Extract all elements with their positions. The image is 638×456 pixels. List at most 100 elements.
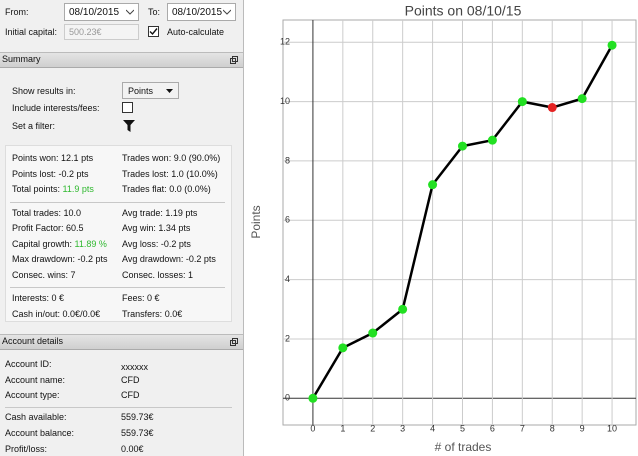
data-point (547, 103, 557, 113)
stat-label: Consec. wins: (12, 269, 69, 280)
capital-input[interactable]: 500.23€ (64, 24, 139, 40)
show-value: Points (128, 86, 154, 96)
summary-header: Summary (0, 52, 243, 68)
y-tick-label: 6 (285, 215, 290, 225)
stat-value: -0.2 pts (185, 254, 216, 264)
y-tick-label: 10 (280, 96, 290, 106)
data-point (487, 135, 497, 145)
data-point (398, 304, 408, 314)
stat-left: Cash in/out: 0.0€/0.0€ (12, 309, 100, 320)
from-date-input[interactable]: 08/10/2015 (64, 3, 139, 21)
account-label: Cash available: (5, 412, 67, 423)
stat-label: Fees: (122, 293, 145, 303)
stat-left: Total points: 11.9 pts (12, 184, 94, 195)
account-value: CFD (121, 374, 140, 385)
stat-left: Points lost: -0.2 pts (12, 169, 89, 180)
stat-value: 1 (188, 269, 194, 280)
stat-label: Trades lost: (122, 168, 169, 179)
stat-label: Total points: (12, 184, 61, 194)
capital-value: 500.23€ (69, 27, 102, 37)
stat-left: Interests: 0 € (12, 293, 64, 304)
chart-title: Points on 08/10/15 (405, 3, 522, 19)
x-tick-label: 2 (370, 423, 375, 433)
stat-value: 0.0 (0.0%) (169, 184, 211, 194)
data-point (517, 97, 527, 107)
x-tick-label: 5 (460, 423, 465, 433)
stat-label: Avg win: (122, 223, 156, 233)
dropdown-icon (126, 9, 134, 15)
show-select[interactable]: Points (122, 82, 179, 99)
stat-value: 0.0€ (164, 308, 183, 319)
y-tick-label: 8 (285, 155, 290, 165)
account-value: 559.73€ (121, 427, 154, 438)
include-checkbox[interactable] (122, 102, 133, 113)
summary-title: Summary (2, 54, 41, 64)
stat-label: Transfers: (122, 308, 163, 319)
stat-value: -0.2 pts (58, 168, 89, 179)
stat-right: Trades won: 9.0 (90.0%) (122, 153, 220, 164)
stat-label: Avg loss: (122, 238, 159, 249)
data-point (428, 180, 438, 190)
account-value: 0.00€ (121, 443, 144, 454)
stat-label: Avg trade: (122, 207, 163, 218)
stat-value: 1.0 (10.0%) (171, 168, 218, 179)
x-tick-label: 7 (520, 423, 525, 433)
stat-label: Max drawdown: (12, 254, 76, 264)
account-label: Account ID: (5, 359, 52, 369)
stat-value: 0 € (51, 293, 65, 303)
x-tick-label: 9 (580, 423, 585, 433)
stat-right: Transfers: 0.0€ (122, 309, 182, 320)
data-point (368, 328, 378, 338)
data-point (577, 94, 587, 104)
undock-icon[interactable] (230, 56, 238, 64)
stat-value: 7 (70, 269, 76, 280)
x-tick-label: 10 (607, 423, 617, 433)
to-label: To: (148, 7, 161, 17)
stat-left: Consec. wins: 7 (12, 270, 76, 281)
dropdown-icon (166, 89, 173, 93)
stat-value: 11.9 pts (62, 184, 94, 194)
stat-label: Cash in/out: (12, 308, 61, 319)
stat-value: 1.34 pts (158, 223, 191, 233)
stat-left: Profit Factor: 60.5 (12, 223, 84, 234)
stat-label: Profit Factor: (12, 223, 64, 233)
stat-right: Trades flat: 0.0 (0.0%) (122, 184, 211, 195)
y-tick-label: 2 (285, 333, 290, 343)
x-tick-label: 8 (550, 423, 555, 433)
stat-label: Total trades: (12, 207, 62, 218)
to-date-input[interactable]: 08/10/2015 (167, 3, 236, 21)
stat-label: Avg drawdown: (122, 254, 184, 264)
plot-area (282, 19, 637, 426)
x-tick-label: 6 (490, 423, 495, 433)
separator (10, 287, 225, 288)
from-label: From: (5, 7, 29, 17)
stat-right: Avg loss: -0.2 pts (122, 239, 191, 250)
stat-right: Trades lost: 1.0 (10.0%) (122, 169, 218, 180)
account-details: Account ID: xxxxxx Account name: CFD Account… (0, 352, 243, 456)
to-date: 08/10/2015 (172, 7, 223, 18)
show-label: Show results in: (12, 86, 76, 96)
undock-icon[interactable] (230, 338, 238, 346)
data-point (338, 343, 348, 353)
y-axis-label: Points (249, 205, 263, 238)
stat-right: Fees: 0 € (122, 293, 160, 304)
auto-checkbox[interactable] (148, 26, 159, 37)
account-header: Account details (0, 334, 243, 350)
stat-label: Capital growth: (12, 238, 73, 249)
from-date: 08/10/2015 (69, 7, 120, 18)
dropdown-icon (223, 9, 231, 15)
y-tick-label: 12 (280, 37, 290, 47)
stat-label: Consec. losses: (122, 269, 186, 280)
stat-value: 10.0 (63, 207, 82, 218)
stat-label: Points lost: (12, 168, 57, 179)
filter-icon[interactable] (123, 120, 135, 132)
account-label: Account balance: (5, 427, 75, 438)
auto-label: Auto-calculate (167, 27, 225, 37)
stat-left: Capital growth: 11.89 % (12, 239, 107, 250)
stat-label: Trades won: (122, 153, 172, 163)
data-point (607, 40, 617, 50)
y-tick-label: 0 (285, 393, 290, 403)
stat-left: Total trades: 10.0 (12, 208, 81, 219)
data-point (457, 141, 467, 151)
